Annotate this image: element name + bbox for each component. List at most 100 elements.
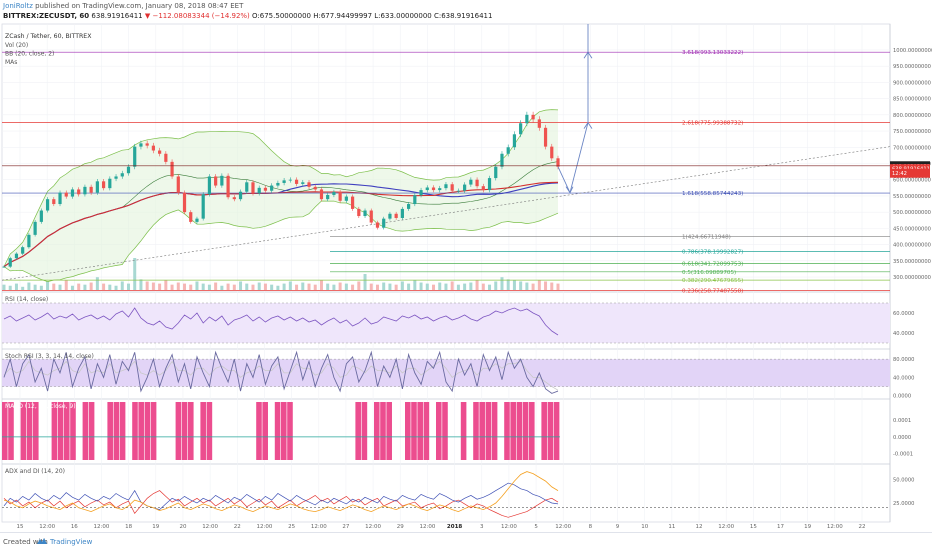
macd-histogram-bar	[274, 402, 281, 460]
candle-body	[326, 194, 330, 200]
ohlc-values: O:675.50000000 H:677.94499997 L:633.0000…	[252, 12, 493, 20]
volume-bar	[425, 283, 429, 290]
volume-bar	[95, 277, 99, 290]
volume-bar	[519, 281, 523, 290]
stoch-d-line	[3, 360, 559, 391]
volume-bar	[344, 283, 348, 290]
candle-body	[556, 158, 560, 167]
candle-body	[21, 247, 25, 254]
candle-body	[238, 191, 243, 200]
macd-tick-label: 0.0000	[893, 435, 911, 441]
publish-info: published on TradingView.com, January 08…	[35, 2, 244, 10]
macd-histogram-bar	[491, 402, 498, 460]
macd-histogram-bar	[374, 402, 380, 460]
volume-bar	[276, 285, 280, 290]
trend-line	[1, 146, 891, 281]
candle-body	[270, 185, 274, 191]
volume-bar	[295, 284, 299, 290]
price-tick-label: 750.00000000	[893, 129, 931, 135]
macd-histogram-bar	[82, 402, 89, 460]
x-tick-label: 17	[777, 524, 784, 530]
tradingview-brand[interactable]: TradingView	[50, 538, 93, 546]
macd-histogram-bar	[436, 402, 442, 460]
adx-title: ADX and DI (14, 20)	[5, 468, 65, 475]
macd-histogram-bar	[460, 402, 467, 460]
volume-bar	[525, 282, 529, 290]
volume-bar	[27, 282, 31, 290]
di-plus-line	[3, 482, 559, 510]
candle-body	[382, 218, 386, 228]
tradingview-logo-icon	[37, 538, 47, 544]
price-title: ZCash / Tether, 60, BITTREX	[5, 33, 92, 40]
candle-body	[195, 218, 199, 222]
candle-body	[456, 190, 461, 192]
author-link[interactable]: JoniRoltz	[3, 2, 33, 10]
x-tick-label: 3	[480, 524, 484, 530]
x-tick-label: 15	[17, 524, 24, 530]
bollinger-upper	[3, 109, 559, 267]
x-tick-label: 12:00	[202, 524, 218, 530]
candle-body	[257, 187, 261, 194]
candle-body	[531, 114, 535, 120]
candle-body	[400, 208, 404, 218]
price-tick-label: 800.00000000	[893, 113, 931, 119]
macd-histogram-bar	[8, 402, 14, 460]
macd-histogram-bar	[510, 402, 516, 460]
x-tick-label: 12:00	[419, 524, 435, 530]
candle-body	[431, 187, 436, 191]
candle-body	[101, 181, 106, 189]
volume-bar	[369, 283, 373, 290]
macd-histogram-bar	[380, 402, 386, 460]
macd-histogram-bar	[51, 402, 58, 460]
candle-body	[2, 266, 6, 268]
adx-line	[3, 471, 559, 513]
symbol-name[interactable]: BITTREX:ZECUSDT, 60	[3, 12, 90, 20]
fib-level-label: 2.618(775.99388732)	[682, 121, 743, 127]
macd-histogram-bar	[144, 402, 151, 460]
volume-bar	[394, 284, 398, 290]
price-tick-label: 850.00000000	[893, 97, 931, 103]
volume-bar	[338, 282, 342, 290]
candle-body	[52, 199, 56, 205]
candle-body	[288, 179, 292, 181]
volume-bar	[189, 284, 193, 290]
candle-body	[363, 210, 367, 217]
volume-bar	[21, 286, 25, 290]
macd-histogram-bar	[256, 402, 262, 460]
macd-histogram-bar	[547, 402, 554, 460]
price-tick-label: 600.00000000	[893, 178, 931, 184]
fib-level-label: 0.382(290.47679655)	[682, 278, 743, 284]
macd-histogram-bar	[119, 402, 126, 460]
volume-bar	[469, 282, 473, 290]
volume-bar	[2, 284, 6, 290]
volume-bar	[270, 284, 274, 290]
macd-histogram-bar	[20, 402, 27, 460]
created-with-text: Created with	[3, 538, 48, 546]
publish-line: JoniRoltz published on TradingView.com, …	[3, 1, 243, 11]
rsi-tick-label: 60.0000	[893, 311, 914, 317]
volume-bar	[319, 280, 323, 290]
x-tick-label: 12:00	[555, 524, 571, 530]
volume-bar	[207, 284, 211, 290]
candle-body	[425, 187, 429, 191]
x-tick-label: 12:00	[501, 524, 517, 530]
macd-histogram-bar	[181, 402, 188, 460]
stoch-tick-label: 80.0000	[893, 357, 914, 363]
chart-area[interactable]: 15 12:00 16 12:00 18 19 20 12:00 22 12:00 25 12:00 2…	[0, 22, 932, 532]
macd-histogram-bar	[138, 402, 144, 460]
price-tick-label: 550.00000000	[893, 194, 931, 200]
macd-histogram-bar	[516, 402, 523, 460]
macd-histogram-bar	[553, 402, 560, 460]
volume-bar	[282, 283, 286, 290]
macd-histogram-bar	[113, 402, 120, 460]
volume-bar	[245, 283, 249, 290]
candle-body	[506, 147, 510, 154]
volume-bar	[176, 282, 180, 290]
x-tick-label: 12:00	[257, 524, 273, 530]
candle-body	[319, 189, 324, 200]
last-price: 638.91916411	[91, 12, 143, 20]
volume-bar	[400, 281, 404, 290]
fib-level-label: 3.618(993.13033222)	[682, 50, 743, 56]
chart-canvas[interactable]: 15 12:00 16 12:00 18 19 20 12:00 22 12:00 25 12:00 2…	[0, 22, 932, 532]
volume-bar	[332, 284, 336, 290]
